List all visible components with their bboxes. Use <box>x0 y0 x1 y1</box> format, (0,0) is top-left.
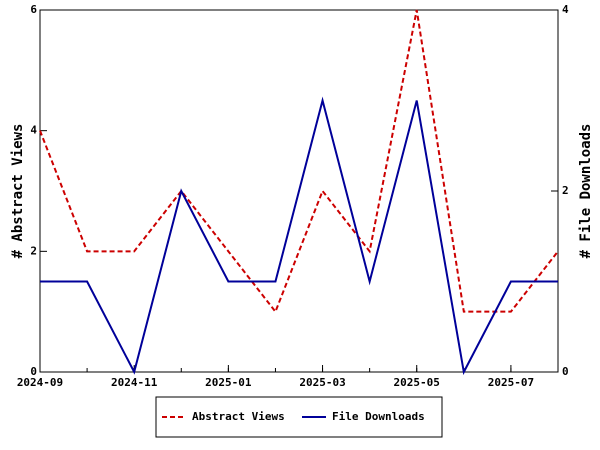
y-tick-label: 6 <box>30 3 37 16</box>
legend-box <box>155 396 443 438</box>
x-tick-label: 2025-05 <box>394 376 440 389</box>
x-tick-label: 2025-03 <box>299 376 345 389</box>
series-line <box>40 96 558 376</box>
y2-tick-label: 2 <box>562 184 569 197</box>
x-tick-label: 2024-11 <box>111 376 158 389</box>
y2-axis-label: # File Downloads <box>578 124 594 259</box>
series-line <box>39 9 559 314</box>
x-tick-label: 2025-07 <box>488 376 534 389</box>
y2-tick-label: 4 <box>562 3 569 16</box>
legend-label: Abstract Views <box>192 410 285 423</box>
y-axis-label: # Abstract Views <box>10 124 26 259</box>
y2-tick-label: 0 <box>562 365 569 378</box>
x-tick-label: 2024-09 <box>17 376 63 389</box>
y-tick-label: 2 <box>30 244 37 257</box>
y-tick-label: 0 <box>30 365 37 378</box>
x-tick-label: 2025-01 <box>205 376 252 389</box>
legend-label: File Downloads <box>332 410 425 423</box>
y-tick-label: 4 <box>30 124 37 137</box>
